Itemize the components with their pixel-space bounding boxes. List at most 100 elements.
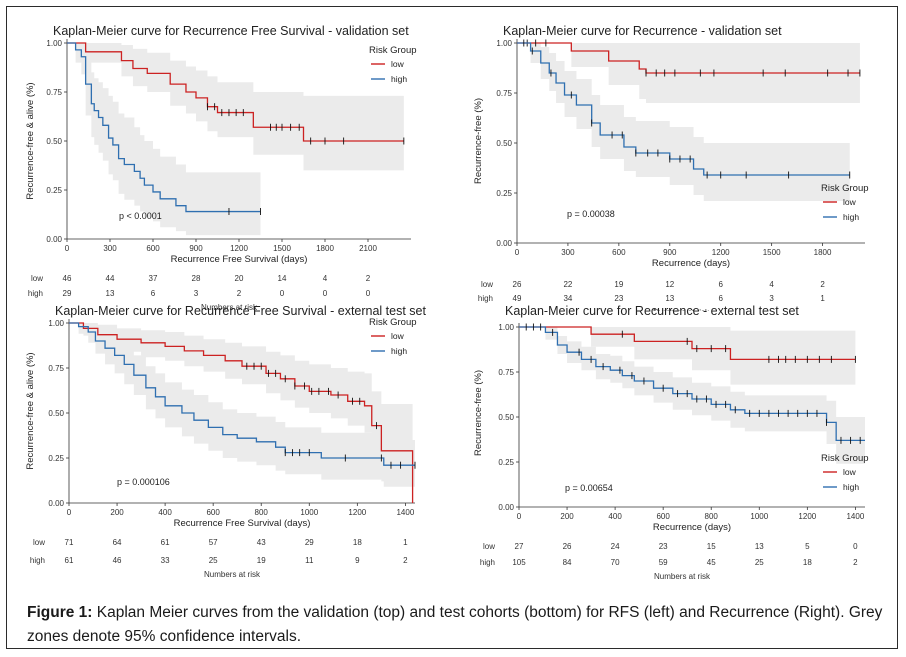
x-tick-label: 400: [158, 508, 172, 517]
km-chart-rfs-validation: Kaplan-Meier curve for Recurrence Free S…: [25, 24, 417, 311]
x-axis-title: Recurrence (days): [652, 258, 730, 269]
km-chart-rec-external: Kaplan-Meier curve for Recurrence - exte…: [473, 304, 869, 581]
x-tick-label: 0: [515, 248, 520, 257]
ci-band-low: [67, 43, 404, 171]
risk-count-low: 12: [665, 280, 674, 289]
risk-count-low: 61: [161, 538, 170, 547]
legend-label-high: high: [843, 212, 859, 222]
x-tick-label: 400: [608, 512, 622, 521]
km-curve-high: [67, 42, 261, 213]
risk-count-high: 0: [366, 289, 371, 298]
x-tick-label: 600: [656, 512, 670, 521]
risk-count-low: 2: [820, 280, 825, 289]
x-tick-label: 300: [103, 244, 117, 253]
caption-text: Kaplan Meier curves from the validation …: [27, 604, 883, 645]
risk-count-low: 27: [515, 542, 524, 551]
legend-title: Risk Group: [821, 453, 869, 464]
y-tick-label: 0.50: [48, 409, 64, 418]
x-tick-label: 1200: [230, 244, 248, 253]
legend-label-low: low: [843, 197, 857, 207]
y-tick-label: 0.00: [498, 503, 514, 512]
x-tick-label: 0: [517, 512, 522, 521]
risk-count-high: 105: [512, 558, 526, 567]
figure-caption: Figure 1: Kaplan Meier curves from the v…: [27, 601, 887, 649]
x-tick-label: 1000: [750, 512, 768, 521]
risk-count-low: 1: [403, 538, 408, 547]
risk-count-high: 3: [194, 289, 199, 298]
x-tick-label: 1200: [712, 248, 730, 257]
legend-label-low: low: [391, 331, 405, 341]
risk-count-low: 5: [805, 542, 810, 551]
x-tick-label: 1500: [273, 244, 291, 253]
risk-count-low: 28: [192, 274, 201, 283]
ci-band-high: [517, 43, 850, 201]
x-tick-label: 1400: [846, 512, 864, 521]
risk-count-low: 64: [113, 538, 122, 547]
risk-count-low: 0: [853, 542, 858, 551]
legend-label-high: high: [843, 482, 859, 492]
x-tick-label: 900: [189, 244, 203, 253]
risk-count-low: 22: [563, 280, 572, 289]
p-value: p = 0.000106: [117, 477, 170, 487]
risk-count-low: 37: [149, 274, 158, 283]
x-axis-title: Recurrence (days): [653, 522, 731, 533]
y-tick-label: 0.50: [498, 413, 514, 422]
risk-count-high: 25: [209, 556, 218, 565]
risk-count-high: 29: [63, 289, 72, 298]
x-tick-label: 1400: [396, 508, 414, 517]
risk-table-group-high: high: [480, 558, 495, 567]
p-value: p = 0.00038: [567, 209, 615, 219]
risk-count-low: 44: [106, 274, 115, 283]
y-tick-label: 0.75: [496, 89, 512, 98]
y-tick-label: 0.50: [46, 137, 62, 146]
y-tick-label: 0.25: [46, 186, 62, 195]
x-tick-label: 600: [146, 244, 160, 253]
y-tick-label: 0.75: [498, 368, 514, 377]
risk-count-high: 49: [513, 294, 522, 303]
risk-count-low: 6: [718, 280, 723, 289]
risk-count-high: 61: [65, 556, 74, 565]
ci-band-high: [69, 323, 415, 487]
risk-count-high: 18: [803, 558, 812, 567]
legend-label-low: low: [843, 467, 857, 477]
km-curve-low: [69, 322, 414, 503]
legend-title: Risk Group: [369, 45, 417, 56]
risk-count-low: 43: [257, 538, 266, 547]
x-tick-label: 1200: [798, 512, 816, 521]
risk-count-low: 26: [513, 280, 522, 289]
legend-title: Risk Group: [821, 183, 869, 194]
y-tick-label: 0.75: [48, 364, 64, 373]
y-axis-title: Recurrence-free (%): [473, 370, 484, 456]
legend-label-low: low: [391, 59, 405, 69]
x-axis-title: Recurrence Free Survival (days): [171, 254, 308, 265]
risk-count-high: 9: [355, 556, 360, 565]
km-chart-rfs-external: Kaplan-Meier curve for Recurrence Free S…: [25, 304, 427, 579]
caption-label: Figure 1:: [27, 604, 93, 621]
risk-table-title: Numbers at risk: [204, 570, 261, 579]
y-tick-label: 0.75: [46, 88, 62, 97]
x-tick-label: 2100: [359, 244, 377, 253]
x-tick-label: 1500: [763, 248, 781, 257]
risk-table-group-low: low: [31, 274, 43, 283]
legend-label-high: high: [391, 74, 407, 84]
risk-count-low: 29: [305, 538, 314, 547]
risk-table-group-low: low: [481, 280, 493, 289]
risk-count-high: 25: [755, 558, 764, 567]
y-tick-label: 1.00: [498, 323, 514, 332]
risk-table-title: Numbers at risk: [653, 308, 710, 311]
risk-count-low: 24: [611, 542, 620, 551]
legend-label-high: high: [391, 346, 407, 356]
risk-count-low: 71: [65, 538, 74, 547]
x-tick-label: 200: [560, 512, 574, 521]
chart-title: Kaplan-Meier curve for Recurrence Free S…: [55, 304, 427, 318]
risk-count-low: 4: [769, 280, 774, 289]
risk-count-high: 1: [820, 294, 825, 303]
y-tick-label: 0.50: [496, 139, 512, 148]
risk-count-high: 19: [257, 556, 266, 565]
p-value: p = 0.00654: [565, 483, 613, 493]
figure-frame: Kaplan-Meier curve for Recurrence Free S…: [6, 6, 898, 649]
y-axis-title: Recurrence-free & alive (%): [25, 352, 36, 469]
risk-count-high: 13: [665, 294, 674, 303]
risk-count-high: 13: [106, 289, 115, 298]
risk-table-group-high: high: [30, 556, 45, 565]
